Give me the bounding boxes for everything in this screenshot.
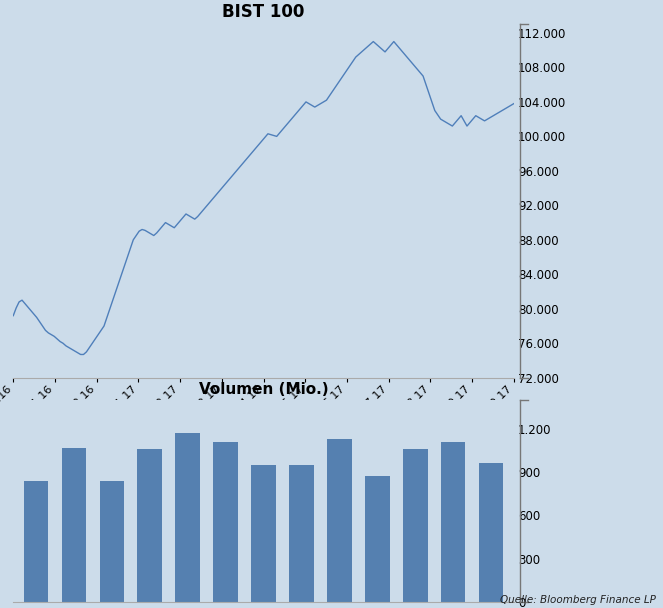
Text: Quelle: Bloomberg Finance LP: Quelle: Bloomberg Finance LP <box>501 595 656 605</box>
Bar <box>62 447 86 602</box>
Title: Volumen (Mio.): Volumen (Mio.) <box>199 382 328 398</box>
Bar <box>24 481 48 602</box>
Bar <box>289 465 314 602</box>
Bar <box>137 449 162 602</box>
Bar <box>251 465 276 602</box>
Bar <box>327 439 351 602</box>
Title: BIST 100: BIST 100 <box>222 4 305 21</box>
Bar <box>403 449 428 602</box>
Bar <box>365 477 390 602</box>
Bar <box>99 481 124 602</box>
Bar <box>441 442 465 602</box>
Bar <box>479 463 503 602</box>
Bar <box>176 433 200 602</box>
Bar <box>213 442 238 602</box>
